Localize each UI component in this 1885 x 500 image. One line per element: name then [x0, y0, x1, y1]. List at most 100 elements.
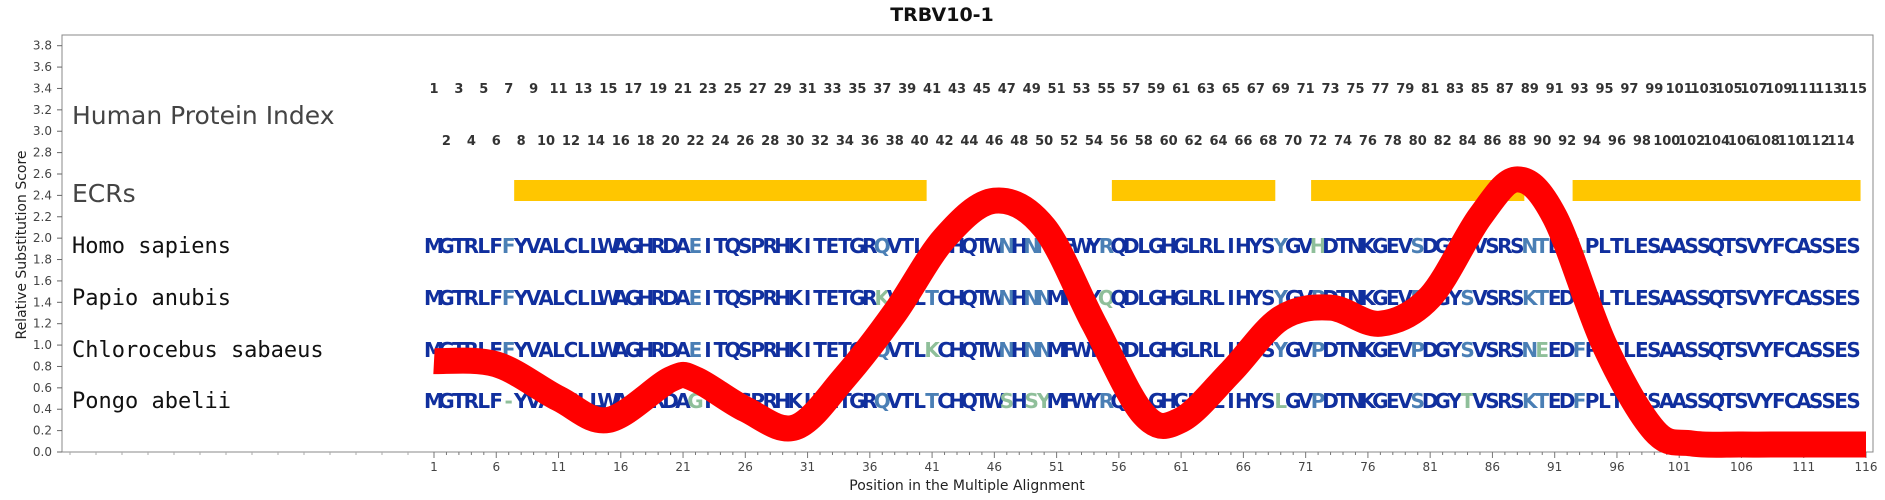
ecr-bar: [1572, 180, 1861, 201]
human-index-number: 68: [1259, 134, 1277, 149]
residue: L: [1212, 234, 1225, 258]
x-tick-label: 16: [613, 460, 628, 474]
residue: R: [862, 234, 877, 258]
residue: A: [1796, 234, 1812, 258]
residue: R: [1198, 338, 1213, 362]
human-index-number: 92: [1558, 134, 1576, 149]
human-index-number: 85: [1471, 82, 1489, 97]
residue: N: [1036, 286, 1053, 310]
residue: S: [1697, 234, 1711, 258]
residue: G: [625, 234, 641, 258]
x-tick-label: 51: [1049, 460, 1064, 474]
residue: F: [502, 234, 516, 258]
residue: T: [714, 234, 728, 258]
human-index-number: 90: [1533, 134, 1551, 149]
human-index-number: 77: [1371, 82, 1389, 97]
human-index-number: 12: [562, 134, 580, 149]
ecr-bar: [688, 180, 927, 201]
residue: Y: [513, 389, 529, 413]
residue: H: [774, 286, 791, 310]
residue: V: [1298, 338, 1314, 362]
residue: S: [1821, 338, 1835, 362]
residue: H: [1011, 338, 1028, 362]
residue: T: [714, 286, 728, 310]
residue: G: [1434, 389, 1450, 413]
residue: H: [1160, 389, 1177, 413]
residue: F: [502, 286, 516, 310]
y-tick-label: 3.6: [33, 60, 52, 74]
residue: L: [552, 286, 565, 310]
residue: V: [1746, 286, 1762, 310]
residue: S: [1684, 286, 1698, 310]
residue: P: [750, 286, 765, 310]
residue: Q: [874, 389, 891, 413]
human-index-number: 112: [1803, 134, 1830, 149]
chart-title: TRBV10-1: [890, 4, 994, 26]
human-index-number: 40: [911, 134, 929, 149]
residue: F: [489, 286, 503, 310]
residue: V: [1398, 338, 1414, 362]
residue: T: [975, 286, 989, 310]
human-index-number: 48: [1010, 134, 1028, 149]
human-index-number: 115: [1840, 82, 1867, 97]
residue: A: [1671, 389, 1687, 413]
residue: T: [1336, 338, 1350, 362]
residue: K: [1360, 389, 1377, 413]
species-label: Homo sapiens: [72, 234, 231, 259]
residue: F: [1772, 338, 1786, 362]
human-index-number: 66: [1234, 134, 1252, 149]
residue: H: [1235, 234, 1252, 258]
residue: F: [1772, 234, 1786, 258]
residue: T: [1722, 234, 1736, 258]
residue: A: [1796, 389, 1812, 413]
ecr-bar: [514, 180, 691, 201]
residue: R: [464, 234, 479, 258]
residue: C: [937, 286, 952, 310]
residue: E: [1386, 234, 1400, 258]
x-tick-label: 86: [1485, 460, 1500, 474]
residue: S: [1261, 234, 1275, 258]
human-index-number: 41: [923, 82, 941, 97]
human-index-number: 9: [529, 82, 538, 97]
human-index-number: 23: [699, 82, 717, 97]
residue: F: [489, 389, 503, 413]
human-index-number: 72: [1309, 134, 1327, 149]
x-tick-label: 6: [492, 460, 500, 474]
residue: T: [813, 234, 827, 258]
residue: L: [1274, 389, 1287, 413]
x-tick-label: 71: [1298, 460, 1313, 474]
residue: A: [675, 338, 691, 362]
human-index-number: 45: [973, 82, 991, 97]
ecr-bar: [1311, 180, 1525, 201]
residue: S: [1510, 234, 1524, 258]
residue: S: [1697, 338, 1711, 362]
human-index-number: 54: [1085, 134, 1103, 149]
residue: H: [1310, 234, 1327, 258]
human-index-number: 71: [1297, 82, 1315, 97]
score-series: [433, 166, 1866, 458]
residue: S: [1734, 389, 1748, 413]
y-tick-label: 1.0: [33, 338, 52, 352]
human-index-number: 39: [898, 82, 916, 97]
residue: R: [862, 286, 877, 310]
residue: R: [650, 234, 665, 258]
x-tick-label: 101: [1668, 460, 1691, 474]
residue: G: [1285, 389, 1301, 413]
residue: S: [1846, 389, 1860, 413]
human-index-number: 4: [467, 134, 476, 149]
residue: V: [1746, 234, 1762, 258]
residue: S: [1809, 389, 1823, 413]
human-index-number: 88: [1508, 134, 1526, 149]
residue: T: [900, 338, 914, 362]
human-index-number: 27: [749, 82, 767, 97]
residue: S: [1647, 286, 1661, 310]
human-index-number: 65: [1222, 82, 1240, 97]
residue: Y: [1758, 389, 1774, 413]
residue: S: [1460, 338, 1474, 362]
human-index-number: 49: [1023, 82, 1041, 97]
residue: V: [526, 286, 542, 310]
residue: S: [1485, 286, 1499, 310]
residue: L: [577, 338, 590, 362]
residue: S: [1261, 286, 1275, 310]
human-index-number: 16: [612, 134, 630, 149]
